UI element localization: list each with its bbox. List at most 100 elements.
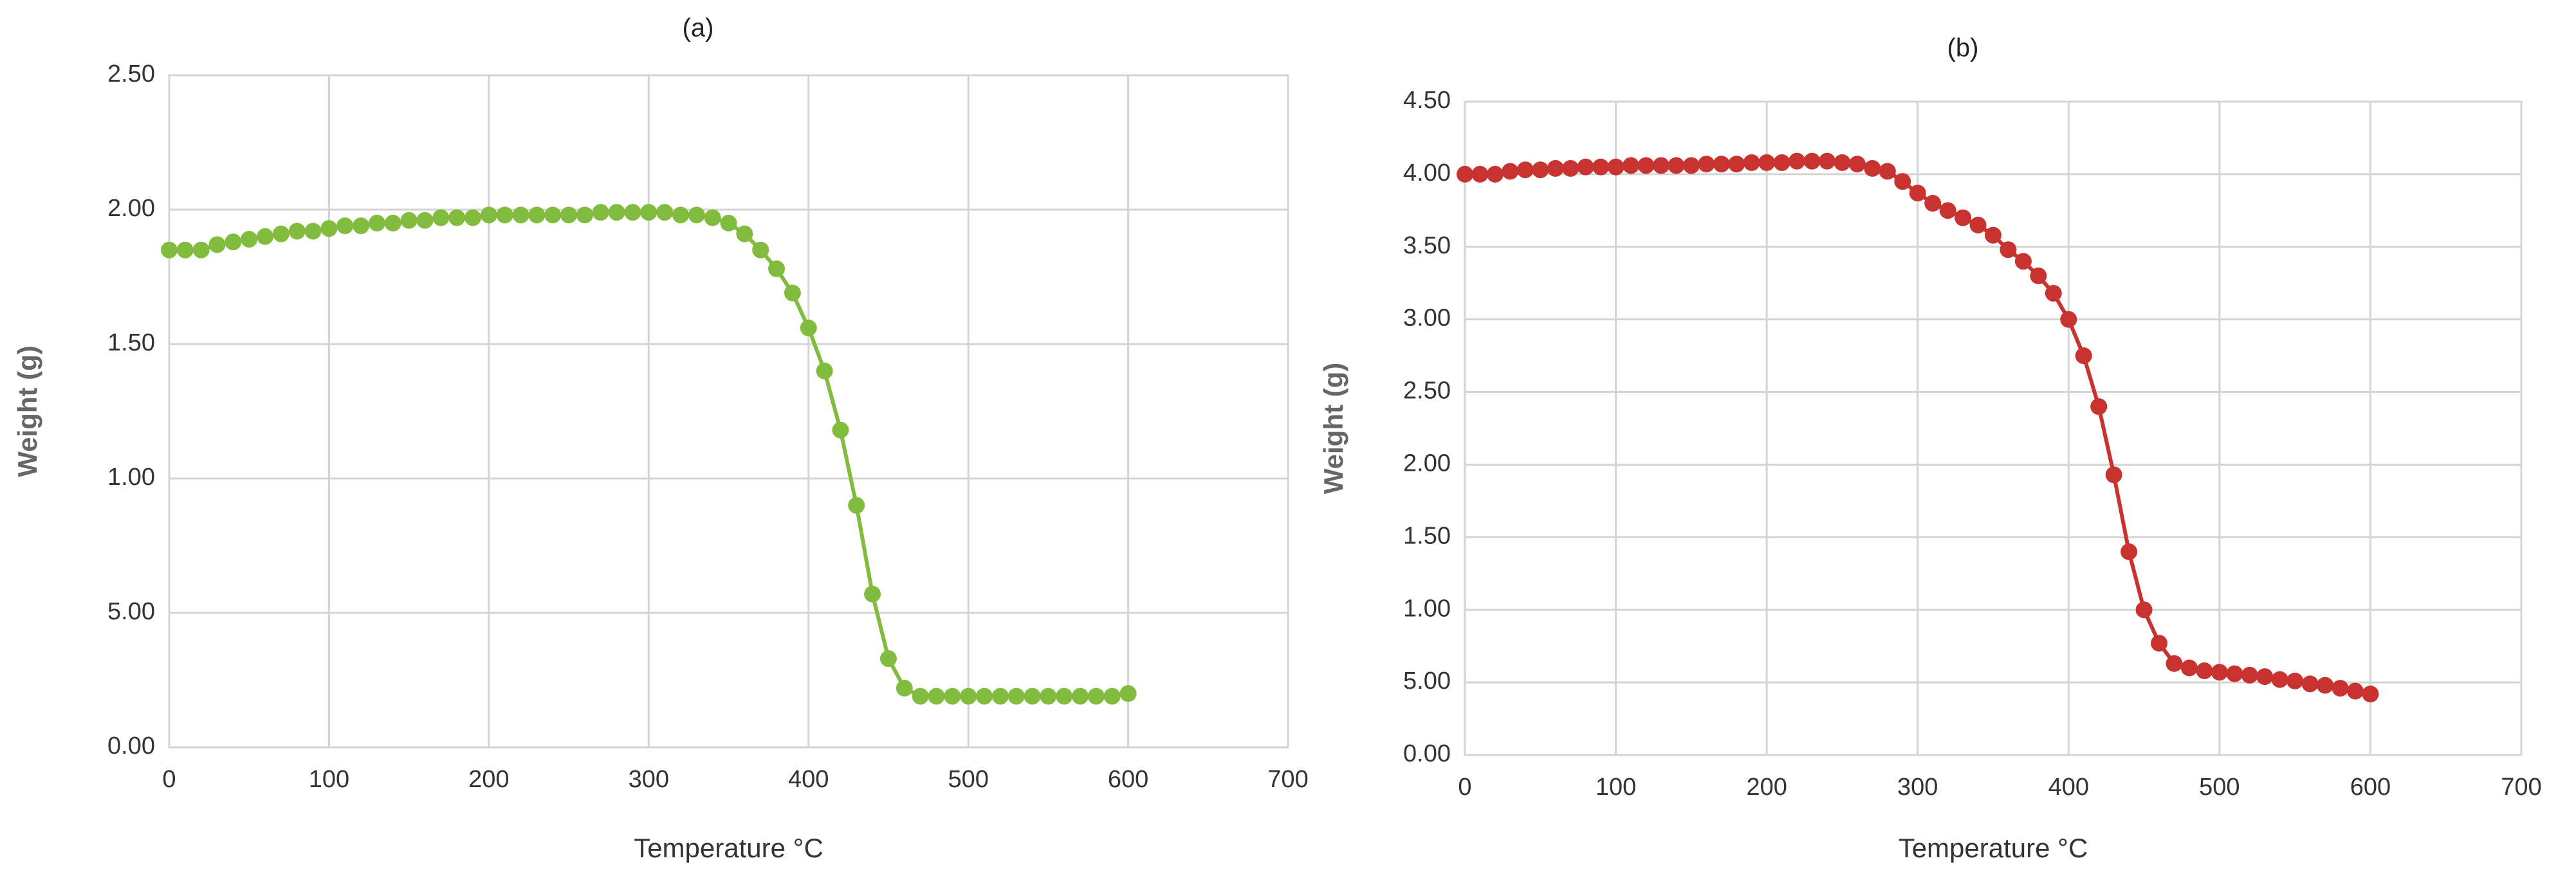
data-point xyxy=(1087,687,1105,705)
data-point xyxy=(1607,158,1624,176)
data-point xyxy=(991,687,1009,705)
chart-title: (a) xyxy=(683,14,714,42)
data-point xyxy=(768,260,786,277)
data-point xyxy=(2317,677,2334,694)
x-axis-title: Temperature °C xyxy=(1899,833,2088,863)
data-point xyxy=(304,223,322,240)
x-tick-label: 200 xyxy=(1746,774,1787,801)
data-point xyxy=(384,214,401,232)
data-point xyxy=(1758,154,1776,171)
data-point xyxy=(2030,267,2047,284)
data-point xyxy=(879,650,897,668)
data-point xyxy=(161,241,178,259)
data-point xyxy=(1985,226,2001,244)
data-point xyxy=(2301,675,2319,693)
x-tick-label: 600 xyxy=(2350,774,2391,801)
data-point xyxy=(1457,165,1473,183)
data-point xyxy=(1803,152,1821,170)
x-tick-label: 400 xyxy=(2048,774,2089,801)
data-point xyxy=(2271,671,2288,688)
y-tick-label: 5.00 xyxy=(1403,668,1451,695)
data-point xyxy=(1486,165,1504,183)
x-tick-label: 300 xyxy=(1897,774,1938,801)
x-tick-label: 500 xyxy=(2199,774,2240,801)
data-point xyxy=(784,284,801,302)
data-point xyxy=(576,206,593,224)
data-point xyxy=(912,687,929,705)
data-point xyxy=(208,236,226,253)
y-tick-label: 2.00 xyxy=(1403,450,1451,477)
data-point xyxy=(1103,687,1121,705)
data-point xyxy=(944,687,961,705)
y-tick-label: 2.50 xyxy=(107,60,155,87)
data-point xyxy=(368,214,385,232)
data-point xyxy=(544,206,562,224)
y-tick-label: 1.00 xyxy=(1403,595,1451,622)
data-point xyxy=(1502,163,1519,180)
x-tick-label: 100 xyxy=(309,766,349,793)
y-tick-label: 2.00 xyxy=(107,195,155,222)
x-tick-label: 200 xyxy=(468,766,509,793)
data-point xyxy=(1789,152,1806,170)
data-point xyxy=(592,204,609,221)
y-tick-label: 4.50 xyxy=(1403,87,1451,114)
data-point xyxy=(2090,398,2108,415)
data-point xyxy=(736,225,753,242)
data-point xyxy=(320,220,338,237)
data-point xyxy=(1698,156,1715,173)
data-point xyxy=(1471,165,1489,183)
data-point xyxy=(975,687,993,705)
data-point xyxy=(896,680,913,697)
y-tick-label: 0.00 xyxy=(1403,740,1451,767)
data-point xyxy=(1909,185,1926,202)
data-point xyxy=(1072,687,1089,705)
data-point xyxy=(1040,687,1057,705)
data-point xyxy=(1969,216,1987,233)
data-point xyxy=(960,687,977,705)
x-axis-title: Temperature °C xyxy=(634,833,823,863)
y-tick-label: 1.50 xyxy=(107,329,155,356)
data-point xyxy=(2000,241,2017,259)
data-point xyxy=(1879,163,1896,180)
data-point xyxy=(1894,173,1911,190)
data-point xyxy=(2045,285,2062,302)
data-point xyxy=(225,233,242,251)
x-tick-label: 400 xyxy=(788,766,829,793)
x-tick-label: 0 xyxy=(162,766,176,793)
y-axis-title: Weight (g) xyxy=(1318,363,1348,495)
data-point xyxy=(2346,682,2364,700)
data-point xyxy=(1939,202,1956,219)
x-tick-label: 300 xyxy=(629,766,669,793)
y-tick-label: 5.00 xyxy=(107,598,155,625)
data-point xyxy=(1007,687,1025,705)
data-point xyxy=(1864,159,1881,177)
x-tick-label: 100 xyxy=(1596,774,1636,801)
data-point xyxy=(416,212,434,229)
plot-frame xyxy=(168,74,1289,749)
data-point xyxy=(1955,209,1972,226)
y-tick-label: 3.00 xyxy=(1403,305,1451,332)
data-point xyxy=(2362,686,2379,703)
data-point xyxy=(624,204,641,221)
data-point xyxy=(1119,685,1137,702)
data-point xyxy=(272,225,290,242)
data-point xyxy=(848,496,865,514)
data-point xyxy=(1547,159,1564,177)
y-tick-label: 1.50 xyxy=(1403,522,1451,549)
data-point xyxy=(656,204,674,221)
data-point xyxy=(432,209,450,226)
data-point xyxy=(1577,158,1594,176)
data-point xyxy=(496,206,513,224)
data-point xyxy=(2211,664,2228,681)
x-tick-label: 500 xyxy=(948,766,988,793)
data-point xyxy=(1834,154,1851,171)
data-point xyxy=(2241,666,2258,684)
y-tick-label: 3.50 xyxy=(1403,232,1451,259)
data-point xyxy=(1562,159,1579,177)
data-point xyxy=(1024,687,1041,705)
y-tick-label: 4.00 xyxy=(1403,159,1451,187)
data-point xyxy=(336,217,354,235)
data-point xyxy=(688,206,705,224)
